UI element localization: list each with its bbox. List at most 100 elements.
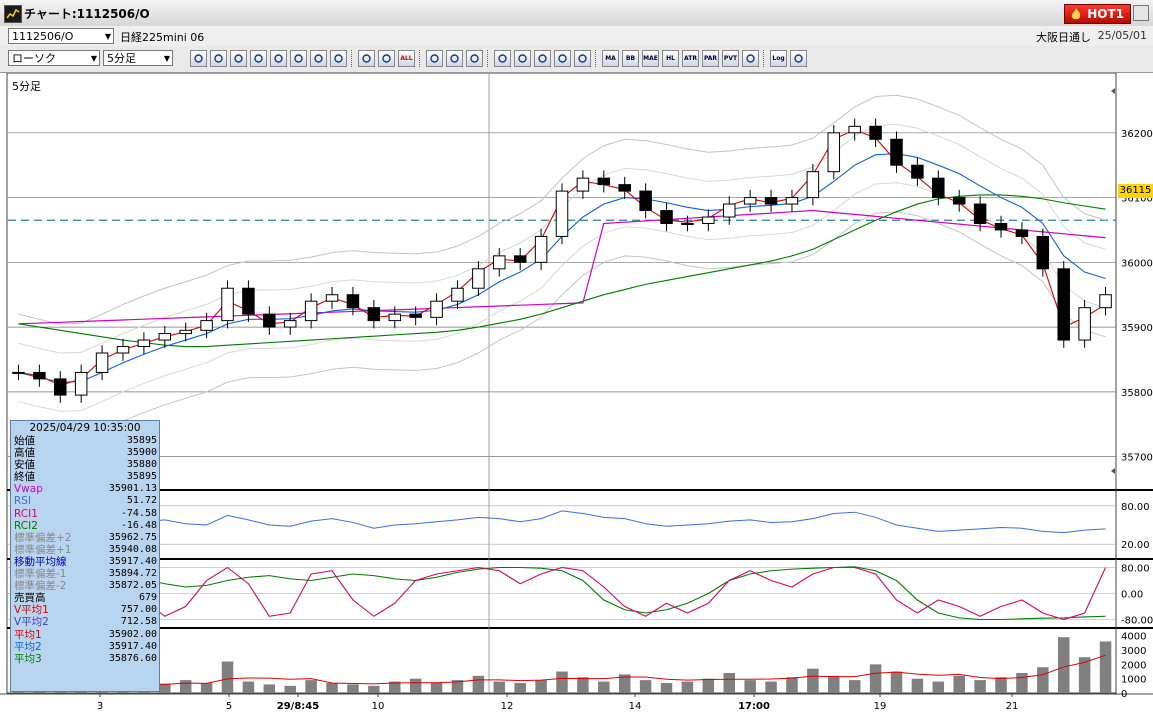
data-window-row: 標準偏差-1 35894.72	[11, 568, 159, 580]
price-tick-label: 35800	[1121, 388, 1153, 399]
data-window-row: 平均1 35902.00	[11, 629, 159, 641]
volume-bar	[932, 681, 945, 693]
data-window-row: 安値 35880	[11, 459, 159, 471]
candle-body	[890, 138, 903, 166]
blank-icon[interactable]	[574, 50, 591, 67]
pvt-button-label: PVT	[723, 55, 738, 62]
candle-body	[1057, 268, 1070, 341]
volume-bar	[660, 682, 673, 693]
current-price-tag: 36115	[1118, 184, 1153, 198]
chart-area[interactable]: 36200 36100 36000 35900 35800 35700 80.00 20.00…	[0, 73, 1153, 715]
chart-type-select[interactable]: ローソク ▼	[8, 50, 100, 66]
volume-bar	[389, 681, 401, 693]
candle-body	[283, 320, 297, 328]
candle-body	[242, 287, 255, 315]
pvt-button[interactable]: PVT	[722, 50, 739, 67]
price-chart-svg[interactable]: 36200 36100 36000 35900 35800 35700 80.00 20.00…	[0, 73, 1153, 715]
row-value: 35940.08	[108, 543, 157, 555]
row-value: 51.72	[126, 495, 157, 507]
arrow-icon[interactable]	[290, 50, 307, 67]
hl-button[interactable]: HL	[662, 50, 679, 67]
volume-bar	[221, 661, 234, 693]
all-button[interactable]: ALL	[398, 50, 415, 67]
candle-body	[869, 125, 882, 140]
candle-body	[973, 203, 987, 224]
cursor-icon[interactable]	[270, 50, 287, 67]
pen-icon[interactable]	[230, 50, 247, 67]
row-label: 標準偏差-1	[14, 568, 67, 581]
candle-body	[597, 177, 611, 186]
row-label: 標準偏差+1	[14, 543, 72, 556]
cross-icon[interactable]	[554, 50, 571, 67]
chevron-down-icon: ▼	[104, 32, 111, 41]
mae-button[interactable]: MAE	[642, 50, 659, 67]
volume-bar	[347, 684, 359, 693]
color-icon[interactable]	[466, 50, 483, 67]
interval-select[interactable]: 5分足 ▼	[103, 50, 173, 66]
row-label: 売買高	[14, 592, 46, 605]
candle-body	[660, 210, 673, 224]
candle-body	[472, 268, 485, 289]
grid-icon[interactable]	[210, 50, 227, 67]
row-label: RSI	[14, 495, 32, 508]
export-icon[interactable]	[790, 50, 807, 67]
candle-body	[409, 313, 422, 318]
volume-tick-label: 1000	[1121, 675, 1146, 686]
volume-bar	[911, 678, 924, 693]
symbol-code-select[interactable]: 1112506/O ▼	[8, 28, 114, 44]
settings-icon[interactable]	[426, 50, 443, 67]
volume-bar	[159, 683, 171, 693]
volume-bar	[430, 682, 443, 693]
marker-icon[interactable]	[494, 50, 511, 67]
candle-body	[513, 255, 527, 263]
moving-average-line	[18, 128, 1106, 386]
mae-button-label: MAE	[643, 55, 658, 62]
candle-icon[interactable]	[358, 50, 375, 67]
rci-tick-label: -80.00	[1121, 616, 1153, 627]
row-value: 679	[138, 592, 157, 604]
par-button-label: PAR	[703, 55, 718, 62]
ma-button[interactable]: MA	[602, 50, 619, 67]
x-tick-label: 17:00	[738, 701, 770, 712]
row-label: RCI2	[14, 519, 38, 532]
window-icon[interactable]	[742, 50, 759, 67]
data-window-row: 始値 35895	[11, 435, 159, 447]
candle-body	[827, 132, 841, 173]
log-button[interactable]: Log	[770, 50, 787, 67]
data-window-row: V平均1 757.00	[11, 604, 159, 616]
candle-body	[932, 177, 945, 199]
price-tick-label: 36100	[1121, 194, 1153, 205]
zoom-icon[interactable]	[190, 50, 207, 67]
candle-body	[576, 177, 590, 192]
x-tick-label: 5	[226, 701, 232, 712]
search-chart-icon[interactable]	[514, 50, 531, 67]
scroll-marker-icon	[1111, 468, 1115, 474]
atr-button[interactable]: ATR	[682, 50, 699, 67]
candle-body	[639, 190, 652, 212]
trash-icon[interactable]	[330, 50, 347, 67]
row-label: 終値	[14, 471, 35, 484]
volume-bar	[409, 678, 422, 693]
toolbar-separator	[595, 50, 598, 67]
measure-icon[interactable]	[250, 50, 267, 67]
volume-bar	[179, 680, 192, 693]
par-button[interactable]: PAR	[702, 50, 719, 67]
bar-style-icon[interactable]	[378, 50, 395, 67]
wrench-icon[interactable]	[446, 50, 463, 67]
data-window-row: RSI 51.72	[11, 495, 159, 507]
volume-bar	[807, 668, 819, 693]
bb-button[interactable]: BB	[622, 50, 639, 67]
candle-body	[702, 216, 715, 224]
notes-icon[interactable]	[310, 50, 327, 67]
order-icon[interactable]	[534, 50, 551, 67]
row-label: 標準偏差-2	[14, 580, 67, 593]
hot-button[interactable]: HOT1	[1064, 4, 1131, 24]
toolbar-separator	[419, 50, 422, 67]
price-tick-label: 35700	[1121, 453, 1153, 464]
close-icon[interactable]	[1133, 5, 1149, 21]
volume-bar	[577, 677, 589, 693]
candle-body	[74, 371, 88, 396]
row-value: 35880	[126, 459, 157, 471]
candle-body	[137, 339, 151, 348]
volume-bar	[1099, 641, 1112, 693]
